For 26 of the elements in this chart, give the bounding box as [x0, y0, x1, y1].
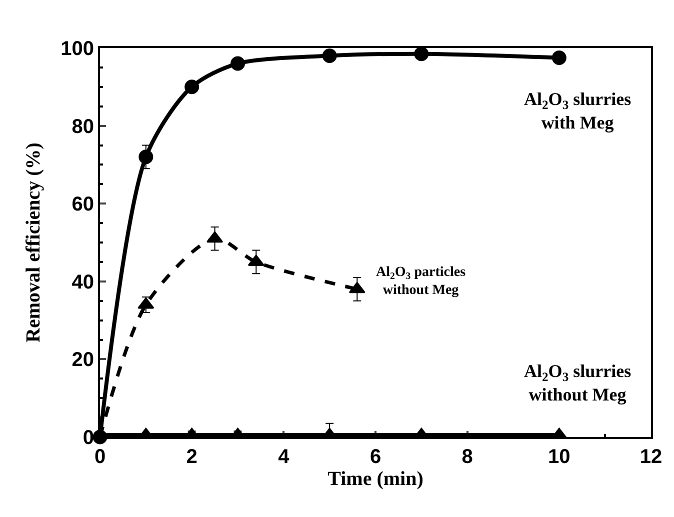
point [138, 297, 154, 309]
y-tick-label: 100 [60, 38, 94, 60]
series-label: Al$_{2}$O$_{3}$ particles without Meg [376, 265, 466, 298]
point [322, 48, 337, 64]
point [138, 150, 154, 164]
x-tick-label: 8 [462, 446, 473, 468]
y-tick-label: 40 [72, 271, 94, 294]
point [184, 80, 200, 94]
series-label: Al$_{2}$O$_{3}$ slurries without Meg [524, 361, 632, 404]
point [348, 282, 366, 294]
x-tick-label: 10 [548, 446, 570, 468]
y-tick-label: 80 [72, 116, 94, 138]
x-tick-label: 2 [186, 446, 198, 468]
x-tick-label: 4 [278, 446, 290, 468]
series-label: Al$_{2}$O$_{3}$ slurries with Meg [524, 89, 632, 132]
y-axis-title: Removal efficiency (%) [22, 142, 45, 342]
point [206, 231, 224, 243]
y-tick-label: 0 [82, 427, 94, 449]
x-tick-label: 12 [640, 446, 662, 468]
point [230, 56, 245, 71]
y-tick-label: 20 [72, 349, 94, 372]
point [414, 46, 429, 62]
x-tick-label: 6 [370, 446, 382, 468]
x-axis-title: Time (min) [328, 468, 424, 490]
y-tick-label: 60 [72, 194, 94, 216]
point [552, 50, 566, 65]
